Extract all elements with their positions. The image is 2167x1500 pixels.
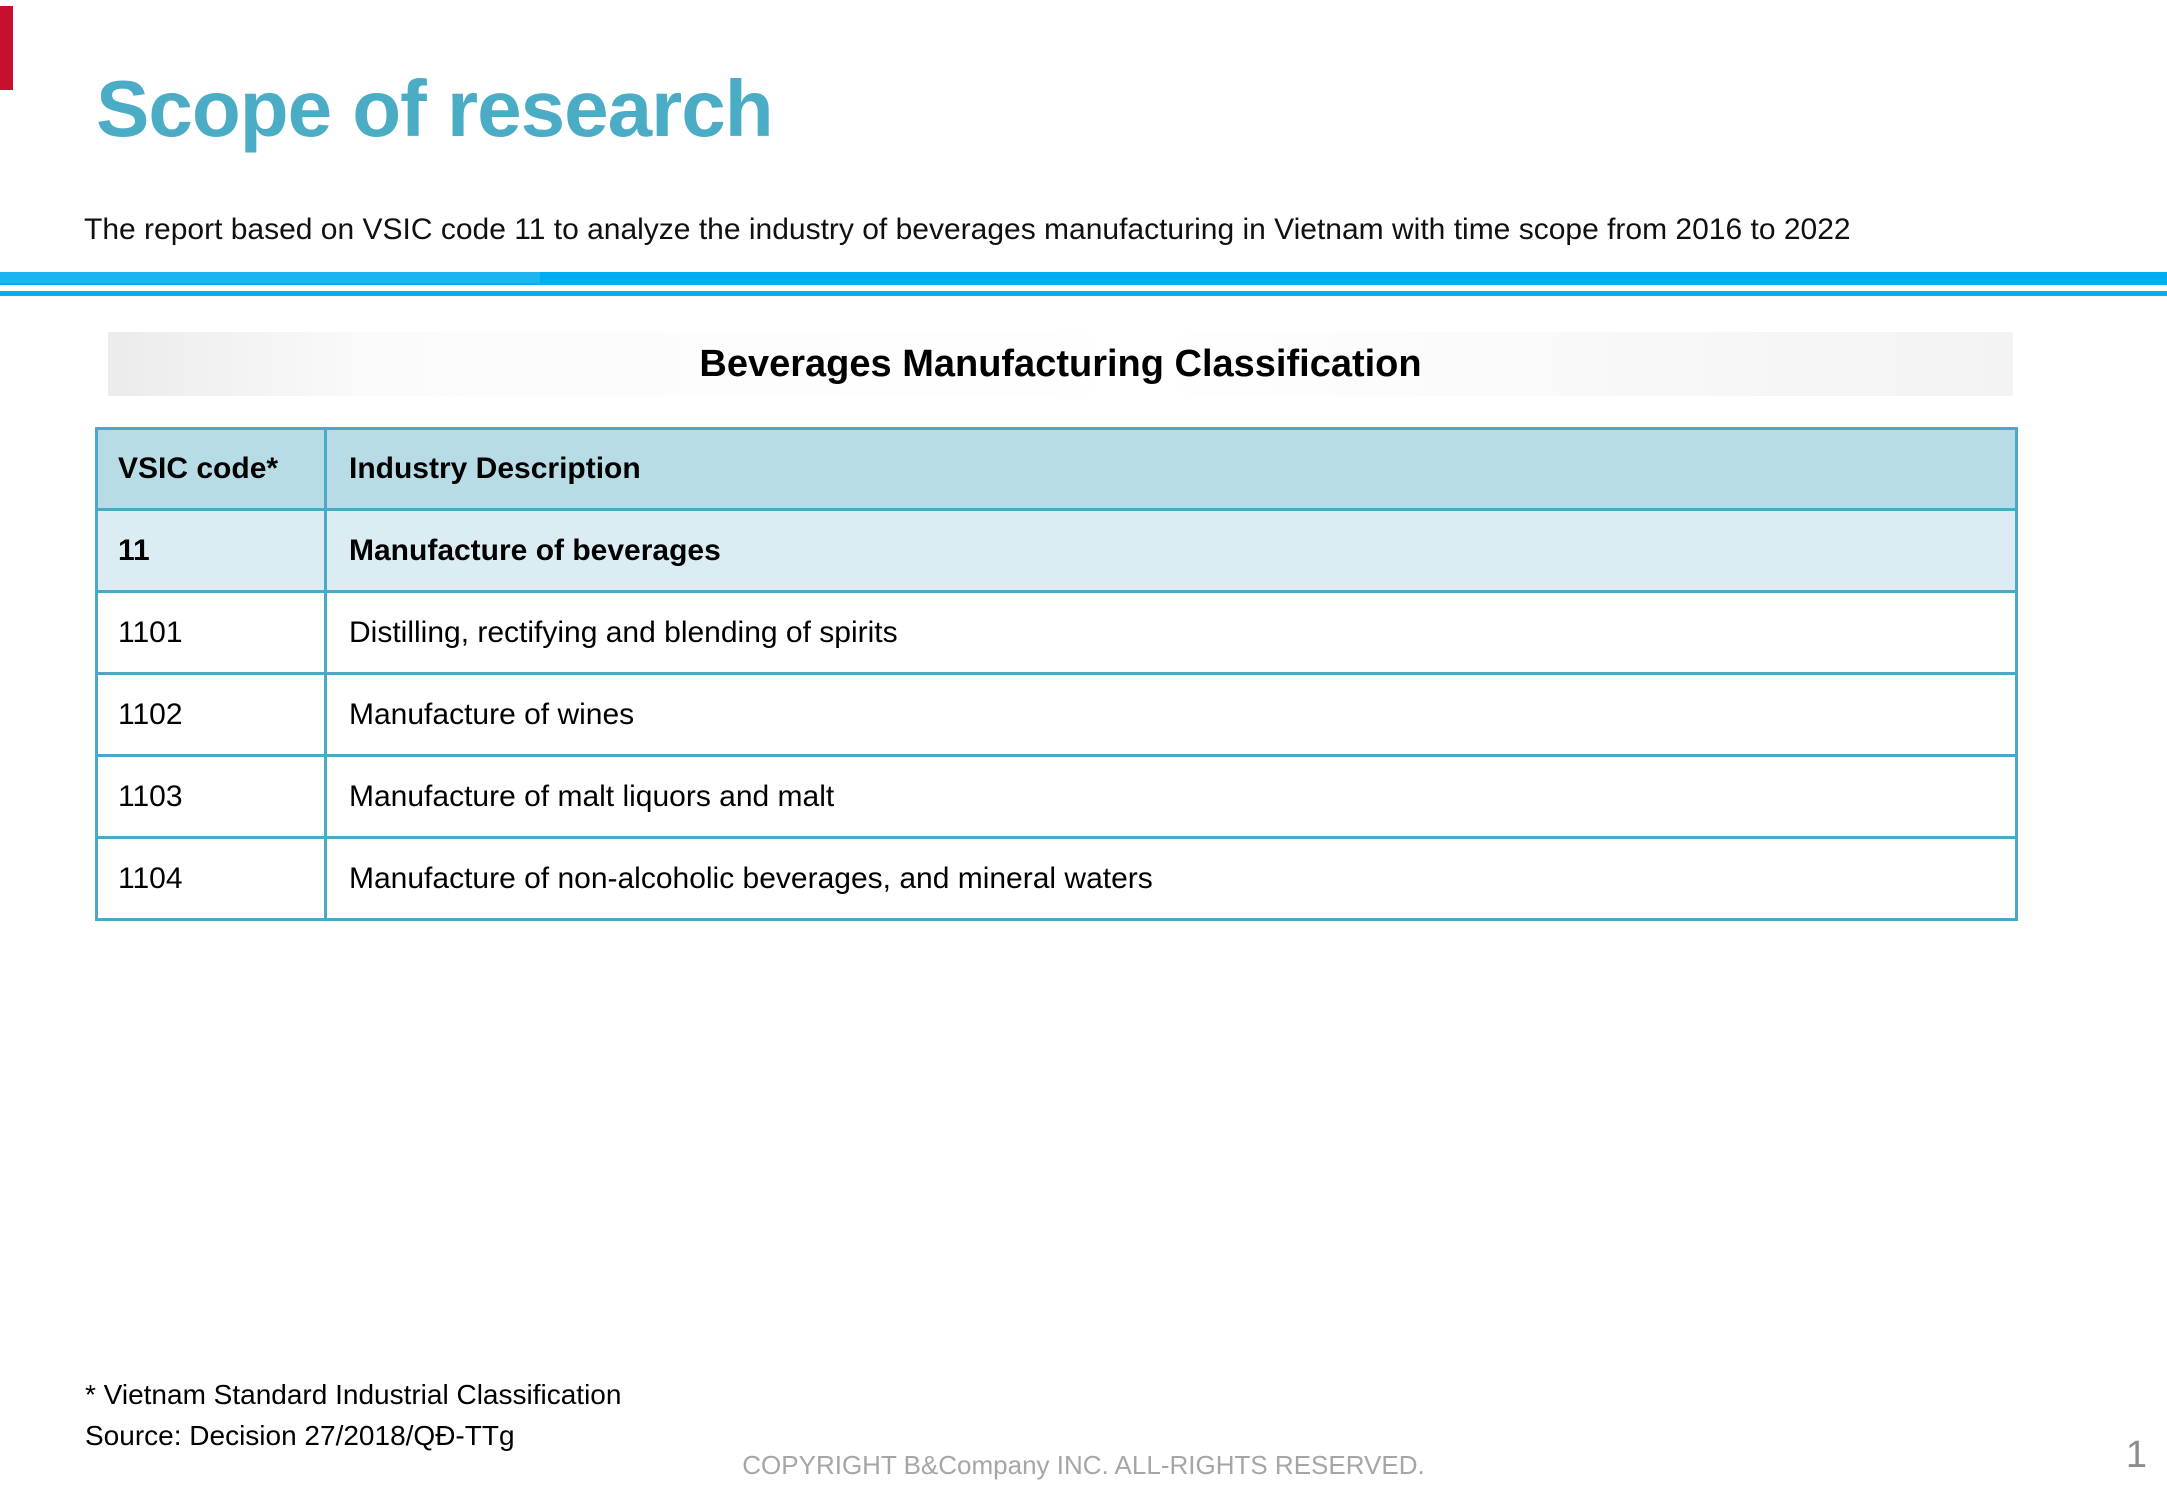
cell-vsic-code: 1101 xyxy=(95,590,327,675)
table-row: 1101 Distilling, rectifying and blending… xyxy=(95,590,2018,675)
table-title-band: Beverages Manufacturing Classification xyxy=(108,332,2013,396)
cell-industry-description: Manufacture of wines xyxy=(324,672,2018,757)
table-row: 1102 Manufacture of wines xyxy=(95,672,2018,757)
cell-vsic-code: 11 xyxy=(95,508,327,593)
red-accent-bar xyxy=(0,6,13,90)
cell-industry-description: Manufacture of non-alcoholic beverages, … xyxy=(324,836,2018,921)
cell-vsic-code: 1103 xyxy=(95,754,327,839)
cell-vsic-code: 1102 xyxy=(95,672,327,757)
intro-paragraph: The report based on VSIC code 11 to anal… xyxy=(84,213,1851,246)
copyright-text: COPYRIGHT B&Company INC. ALL-RIGHTS RESE… xyxy=(742,1450,1425,1480)
footnotes-block: * Vietnam Standard Industrial Classifica… xyxy=(85,1374,621,1456)
page-number: 1 xyxy=(2125,1434,2147,1476)
column-header-vsic-code: VSIC code* xyxy=(95,427,327,511)
cell-industry-description: Manufacture of beverages xyxy=(324,508,2018,593)
column-header-industry-description: Industry Description xyxy=(324,427,2018,511)
vsic-classification-table: VSIC code* Industry Description 11 Manuf… xyxy=(95,427,2018,921)
footnote-vsic: * Vietnam Standard Industrial Classifica… xyxy=(85,1379,622,1410)
table-row: 1103 Manufacture of malt liquors and mal… xyxy=(95,754,2018,839)
divider-line-thick xyxy=(0,272,2167,285)
divider-line-thin xyxy=(0,291,2167,296)
page-title: Scope of research xyxy=(96,63,774,153)
cell-industry-description: Manufacture of malt liquors and malt xyxy=(324,754,2018,839)
source-note: Source: Decision 27/2018/QĐ-TTg xyxy=(85,1420,515,1451)
table-title: Beverages Manufacturing Classification xyxy=(699,342,1422,385)
cell-industry-description: Distilling, rectifying and blending of s… xyxy=(324,590,2018,675)
table-row: 1104 Manufacture of non-alcoholic bevera… xyxy=(95,836,2018,921)
cell-vsic-code: 1104 xyxy=(95,836,327,921)
table-row: 11 Manufacture of beverages xyxy=(95,508,2018,593)
divider-line-thick-left-segment xyxy=(0,272,540,283)
table-header-row: VSIC code* Industry Description xyxy=(95,427,2018,511)
